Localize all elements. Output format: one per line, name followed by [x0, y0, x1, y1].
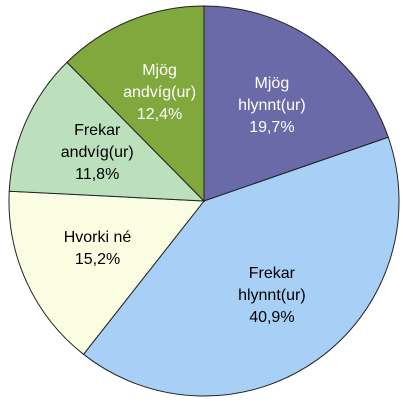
slice-label: Frekar hlynnt(ur) 40,9% [224, 263, 320, 329]
pie-slice [82, 136, 400, 397]
pie-slice [66, 5, 205, 203]
category-label: Hvorki né [63, 229, 132, 247]
category-label: Mjög hlynnt(ur) [238, 74, 306, 114]
value-label: 11,8% [75, 166, 120, 184]
value-label: 15,2% [74, 251, 121, 269]
category-label: Mjög andvíg(ur) [123, 61, 197, 101]
slice-label: Mjög andvíg(ur) 12,4% [112, 60, 208, 126]
value-label: 12,4% [136, 105, 183, 123]
value-label: 19,7% [249, 118, 295, 136]
slice-label: Mjög hlynnt(ur) 19,7% [224, 73, 320, 139]
slice-label: Frekar andvíg(ur) 11,8% [49, 120, 145, 186]
value-label: 40,9% [249, 309, 295, 327]
pie-slice [8, 190, 205, 356]
slice-label: Hvorki né 15,2% [50, 227, 146, 271]
category-label: Frekar hlynnt(ur) [238, 265, 306, 305]
category-label: Frekar andvíg(ur) [60, 122, 134, 162]
pie-slice [8, 61, 206, 202]
pie-slice [203, 5, 389, 202]
